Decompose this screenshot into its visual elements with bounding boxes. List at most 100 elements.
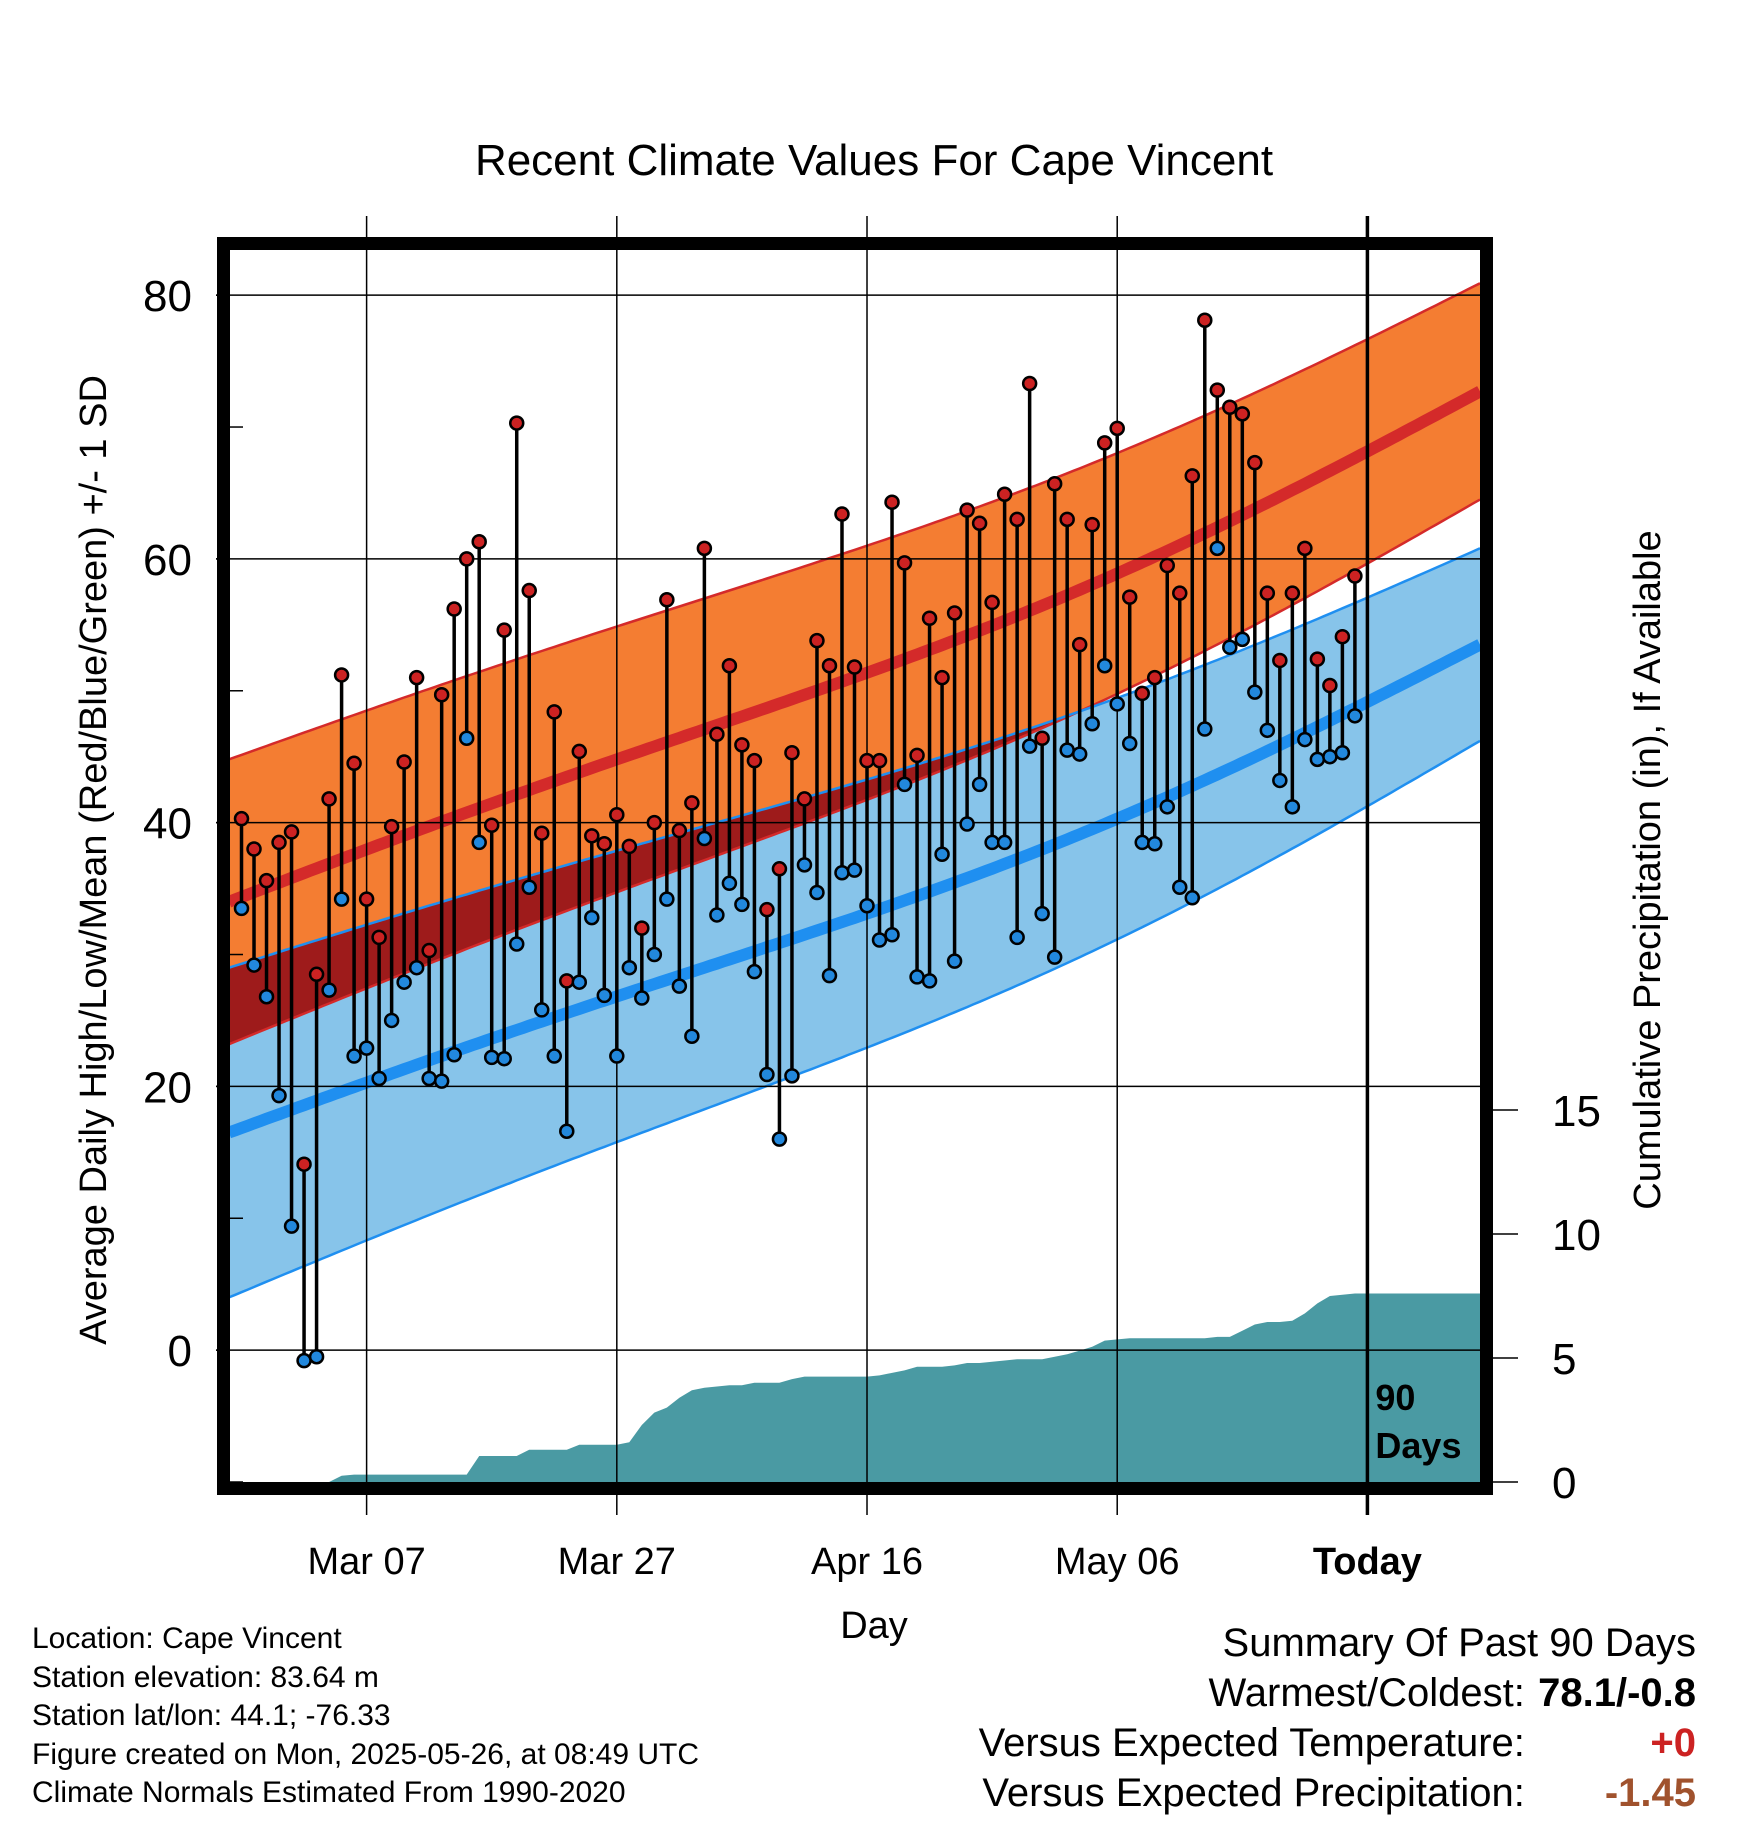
- daily-high-point: [909, 747, 925, 764]
- daily-low-point: [1034, 905, 1050, 922]
- daily-low-point: [1247, 684, 1263, 700]
- daily-high-point: [621, 838, 638, 855]
- today-marker-label: 90: [1375, 1377, 1415, 1418]
- daily-low-point: [283, 1218, 300, 1234]
- daily-low-point: [1259, 722, 1276, 739]
- x-tick-label: Today: [1313, 1541, 1422, 1583]
- daily-low-point: [609, 1048, 625, 1064]
- daily-high-point: [246, 841, 262, 857]
- daily-low-point: [746, 963, 763, 980]
- warmest-coldest-label: Warmest/Coldest:: [1208, 1671, 1525, 1715]
- daily-low-point: [809, 884, 825, 901]
- daily-low-point: [834, 865, 850, 881]
- daily-high-point: [571, 743, 588, 760]
- daily-low-point: [1172, 879, 1188, 896]
- daily-low-point: [796, 857, 813, 873]
- daily-high-point: [1334, 628, 1351, 645]
- daily-low-point: [1334, 744, 1351, 761]
- station-info: Location: Cape Vincent Station elevation…: [32, 1620, 699, 1813]
- daily-high-point: [396, 754, 412, 770]
- daily-low-point: [971, 776, 988, 793]
- y-tick-label: 60: [143, 536, 192, 585]
- elevation-text: Station elevation: 83.64 m: [32, 1660, 379, 1694]
- daily-low-point: [1071, 746, 1088, 762]
- daily-high-point: [483, 817, 500, 834]
- daily-high-point: [321, 791, 337, 807]
- daily-low-point: [1309, 751, 1326, 768]
- daily-low-point: [333, 891, 350, 907]
- daily-low-point: [671, 978, 688, 994]
- daily-high-point: [1009, 511, 1025, 528]
- axes: 0 20 40 60 80 0 5 10 15 Mar 07 Mar 27 Apr 16 May 06 T…: [143, 237, 1601, 1583]
- daily-low-point: [1084, 715, 1100, 732]
- daily-high-point: [521, 582, 537, 599]
- daily-low-point: [1146, 835, 1163, 852]
- daily-low-point: [1159, 799, 1175, 815]
- daily-low-point: [1046, 949, 1063, 965]
- daily-high-point: [534, 825, 550, 841]
- daily-low-point: [659, 891, 675, 907]
- daily-low-point: [346, 1048, 362, 1064]
- daily-high-point: [1247, 454, 1263, 471]
- normals-text: Climate Normals Estimated From 1990-2020: [32, 1776, 626, 1809]
- daily-low-point: [1184, 890, 1201, 906]
- daily-high-point: [1234, 406, 1251, 422]
- daily-high-point: [1109, 420, 1125, 437]
- daily-high-point: [1297, 540, 1313, 557]
- y-axis-label: Average Daily High/Low/Mean (Red/Blue/Gr…: [73, 375, 115, 1345]
- daily-high-point: [283, 824, 300, 840]
- daily-low-point: [734, 896, 750, 913]
- daily-high-point: [934, 669, 950, 686]
- daily-low-point: [1209, 540, 1226, 557]
- daily-high-point: [1096, 435, 1113, 451]
- daily-high-point: [1172, 585, 1188, 601]
- daily-low-point: [596, 987, 613, 1004]
- daily-high-point: [921, 610, 938, 626]
- daily-low-point: [308, 1348, 325, 1365]
- daily-high-point: [333, 667, 350, 683]
- daily-low-point: [771, 1131, 788, 1147]
- daily-high-point: [796, 791, 813, 807]
- daily-high-point: [371, 929, 387, 946]
- daily-high-point: [1134, 685, 1150, 702]
- daily-low-point: [496, 1050, 512, 1067]
- daily-high-point: [559, 973, 575, 989]
- daily-low-point: [1021, 738, 1038, 754]
- daily-low-point: [1009, 929, 1025, 946]
- summary-panel: Summary Of Past 90 Days Warmest/Coldest:…: [979, 1618, 1696, 1818]
- created-text: Figure created on Mon, 2025-05-26, at 08…: [32, 1737, 700, 1771]
- daily-high-point: [771, 861, 788, 877]
- daily-high-point: [684, 795, 700, 811]
- warmest-coldest-value: 78.1/-0.8: [1538, 1671, 1696, 1715]
- daily-low-point: [1222, 639, 1238, 656]
- daily-low-point: [934, 846, 950, 863]
- daily-low-point: [846, 862, 863, 878]
- daily-low-point: [821, 967, 838, 984]
- daily-low-point: [946, 953, 963, 969]
- daily-high-point: [1197, 312, 1213, 328]
- daily-low-point: [383, 1012, 400, 1029]
- daily-low-point: [921, 973, 938, 989]
- daily-high-point: [358, 891, 375, 907]
- daily-high-point: [1284, 585, 1301, 601]
- daily-high-point: [721, 657, 738, 674]
- daily-low-point: [1134, 834, 1150, 851]
- daily-high-point: [609, 806, 625, 823]
- daily-high-point: [971, 515, 988, 532]
- daily-high-point: [784, 744, 800, 761]
- daily-low-point: [959, 816, 975, 832]
- daily-low-point: [1109, 696, 1125, 712]
- daily-high-point: [871, 752, 888, 769]
- today-marker-label: Days: [1375, 1425, 1461, 1466]
- daily-low-point: [246, 957, 262, 973]
- daily-high-point: [1322, 677, 1338, 694]
- daily-low-point: [483, 1049, 500, 1066]
- daily-high-point: [233, 810, 250, 827]
- daily-high-point: [383, 818, 400, 835]
- daily-high-point: [296, 1156, 312, 1172]
- daily-low-point: [1284, 799, 1301, 815]
- daily-high-point: [271, 834, 287, 851]
- daily-high-point: [634, 920, 650, 936]
- daily-high-point: [1034, 730, 1050, 746]
- daily-high-point: [646, 814, 663, 831]
